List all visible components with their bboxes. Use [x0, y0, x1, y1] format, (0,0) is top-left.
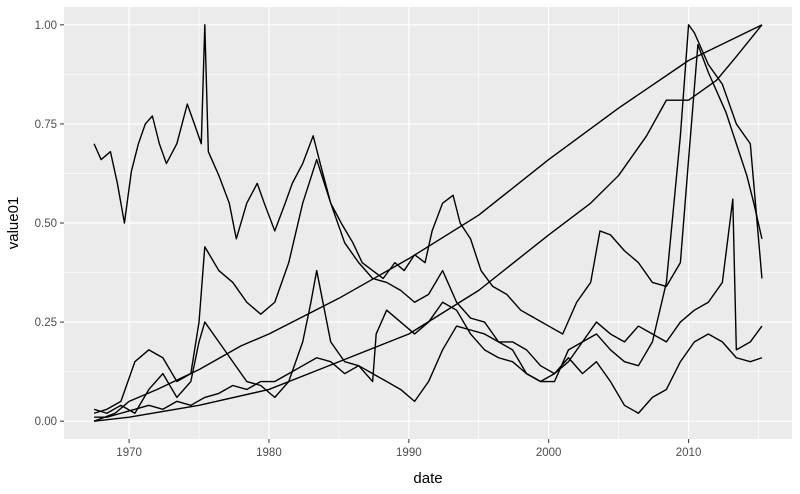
- series-line-3: [93, 24, 763, 335]
- y-axis-title: value01: [5, 197, 22, 250]
- x-tick-label: 2000: [536, 447, 562, 459]
- x-tick-label: 1980: [256, 447, 282, 459]
- series-line-1: [93, 24, 763, 422]
- y-tick-label: 0.50: [35, 218, 57, 230]
- x-axis-title: date: [413, 470, 442, 487]
- minor-gridlines: [64, 7, 792, 439]
- series-line-2: [93, 24, 763, 422]
- series-line-6: [94, 301, 763, 418]
- x-tick-label: 1970: [116, 447, 142, 459]
- y-tick-label: 0.25: [35, 317, 57, 329]
- series-line-5: [93, 198, 763, 414]
- x-axis: 1970 1980 1990 2000 2010: [116, 439, 701, 459]
- series-layer: [93, 24, 763, 422]
- y-axis: 0.00 0.25 0.50 0.75 1.00: [35, 20, 64, 428]
- y-tick-label: 0.00: [35, 416, 57, 428]
- y-tick-label: 1.00: [35, 20, 57, 32]
- y-tick-label: 0.75: [35, 119, 57, 131]
- x-tick-label: 1990: [396, 447, 422, 459]
- series-line-4: [93, 24, 763, 414]
- x-tick-label: 2010: [676, 447, 702, 459]
